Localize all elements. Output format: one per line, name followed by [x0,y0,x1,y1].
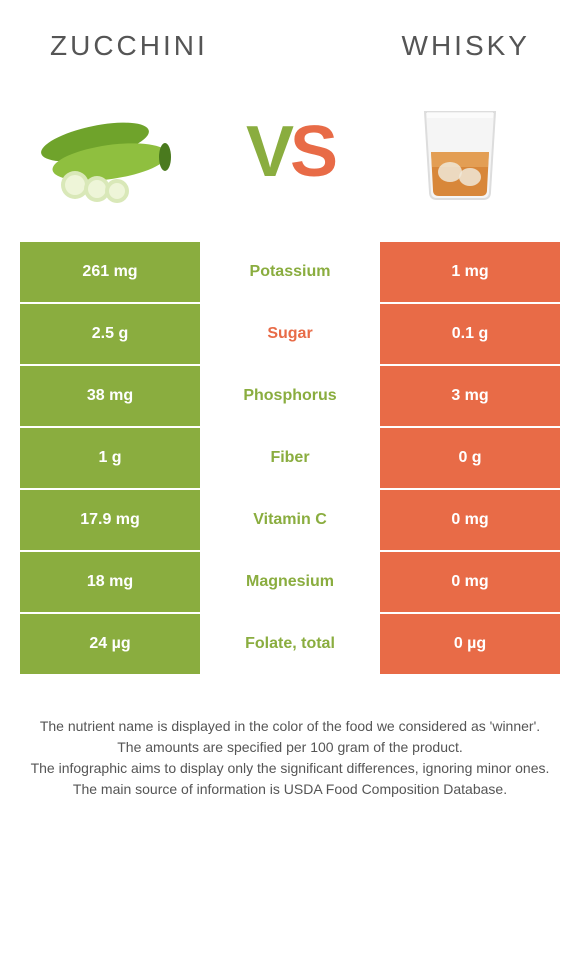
right-value: 0 mg [380,490,560,550]
table-row: 261 mgPotassium1 mg [20,242,560,302]
nutrient-label: Phosphorus [200,366,380,426]
right-value: 0 µg [380,614,560,674]
vs-s: S [290,112,334,192]
footer-line: The main source of information is USDA F… [30,779,550,800]
right-food-title: Whisky [402,30,530,62]
footer-line: The amounts are specified per 100 gram o… [30,737,550,758]
whisky-image [370,92,550,212]
left-value: 1 g [20,428,200,488]
table-row: 17.9 mgVitamin C0 mg [20,490,560,550]
table-row: 18 mgMagnesium0 mg [20,552,560,612]
right-value: 0.1 g [380,304,560,364]
header: Zucchini Whisky [0,0,580,72]
nutrient-label: Magnesium [200,552,380,612]
nutrient-label: Fiber [200,428,380,488]
footer-line: The infographic aims to display only the… [30,758,550,779]
left-value: 17.9 mg [20,490,200,550]
left-value: 2.5 g [20,304,200,364]
right-value: 0 mg [380,552,560,612]
left-value: 38 mg [20,366,200,426]
nutrient-label: Sugar [200,304,380,364]
nutrient-label: Potassium [200,242,380,302]
right-value: 1 mg [380,242,560,302]
vs-v: V [246,112,290,192]
left-value: 24 µg [20,614,200,674]
left-food-title: Zucchini [50,30,208,62]
footer-line: The nutrient name is displayed in the co… [30,716,550,737]
table-row: 38 mgPhosphorus3 mg [20,366,560,426]
right-value: 0 g [380,428,560,488]
table-row: 24 µgFolate, total0 µg [20,614,560,674]
comparison-table: 261 mgPotassium1 mg2.5 gSugar0.1 g38 mgP… [0,242,580,674]
left-value: 261 mg [20,242,200,302]
nutrient-label: Vitamin C [200,490,380,550]
table-row: 1 gFiber0 g [20,428,560,488]
vs-label: VS [246,111,334,193]
footer-notes: The nutrient name is displayed in the co… [0,676,580,800]
table-row: 2.5 gSugar0.1 g [20,304,560,364]
right-value: 3 mg [380,366,560,426]
zucchini-image [30,92,210,212]
left-value: 18 mg [20,552,200,612]
nutrient-label: Folate, total [200,614,380,674]
images-row: VS [0,72,580,242]
